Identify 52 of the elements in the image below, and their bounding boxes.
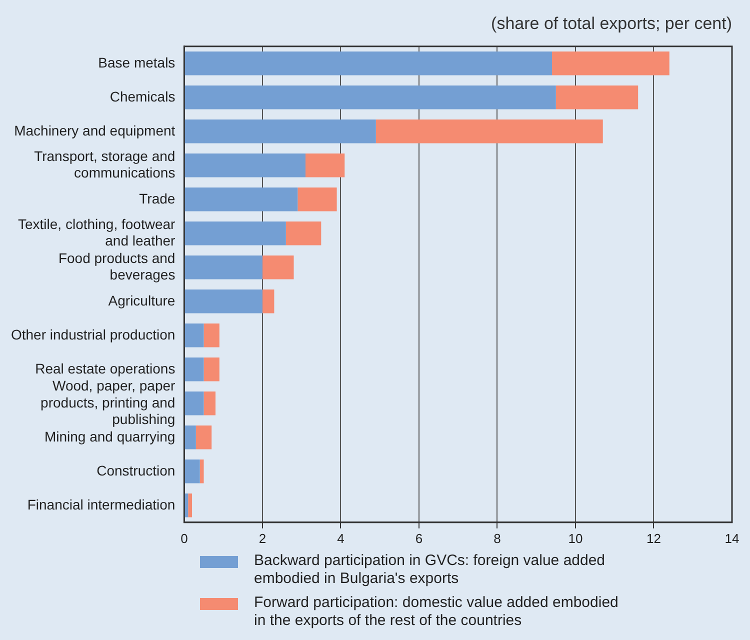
bar bbox=[184, 188, 298, 212]
y-tick-label: Chemicals bbox=[110, 88, 176, 104]
bar bbox=[306, 154, 345, 178]
x-tick-label: 2 bbox=[258, 530, 266, 546]
x-tick-label: 4 bbox=[337, 530, 344, 546]
bar bbox=[184, 324, 204, 348]
y-tick-label: Wood, paper, paper products, printing and publishing bbox=[40, 377, 176, 428]
bar bbox=[184, 154, 306, 178]
bar bbox=[262, 256, 294, 280]
bar bbox=[298, 188, 337, 212]
y-tick-label: Other industrial production bbox=[10, 326, 176, 342]
x-tick-label: 14 bbox=[724, 530, 740, 546]
y-tick-label: Textile, clothing, footwear and leather bbox=[18, 216, 176, 249]
bar bbox=[184, 120, 376, 144]
legend-label: Backward participation in GVCs: foreign value added embodied in Bulgaria's exports bbox=[254, 552, 606, 588]
x-tick-label: 0 bbox=[180, 530, 188, 546]
bar bbox=[184, 290, 262, 314]
x-tick-label: 12 bbox=[646, 530, 661, 546]
y-tick-label: Construction bbox=[96, 462, 176, 478]
x-tick-label: 10 bbox=[568, 530, 583, 546]
y-tick-label: Trade bbox=[139, 190, 176, 206]
y-tick-label: Machinery and equipment bbox=[14, 122, 176, 138]
y-tick-label: Food products and beverages bbox=[58, 250, 176, 283]
x-tick-label: 8 bbox=[494, 530, 501, 546]
bar bbox=[184, 256, 262, 280]
y-tick-label: Real estate operations bbox=[35, 360, 176, 376]
bar bbox=[552, 52, 670, 76]
bar bbox=[204, 392, 216, 416]
bar bbox=[200, 460, 204, 484]
chart-subtitle: (share of total exports; per cent) bbox=[491, 14, 732, 33]
bar bbox=[184, 52, 552, 76]
y-tick-label: Agriculture bbox=[108, 292, 176, 308]
y-tick-label: Mining and quarrying bbox=[44, 428, 176, 444]
bar bbox=[286, 222, 322, 246]
bar bbox=[196, 426, 212, 450]
bar bbox=[376, 120, 603, 144]
bar bbox=[262, 290, 274, 314]
bar bbox=[184, 358, 204, 382]
legend-label: Forward participation: domestic value added embodied in the exports of the rest of the countries bbox=[254, 594, 620, 630]
y-tick-label: Transport, storage and communications bbox=[34, 148, 176, 181]
bar bbox=[204, 358, 220, 382]
y-tick-label: Financial intermediation bbox=[27, 496, 176, 512]
bar bbox=[184, 86, 556, 110]
bar bbox=[184, 392, 204, 416]
y-tick-label: Base metals bbox=[98, 54, 176, 70]
bar bbox=[184, 426, 196, 450]
bar bbox=[184, 222, 286, 246]
bar bbox=[188, 494, 192, 518]
bar bbox=[184, 460, 200, 484]
bar bbox=[204, 324, 220, 348]
bar bbox=[556, 86, 638, 110]
x-tick-label: 6 bbox=[415, 530, 423, 546]
